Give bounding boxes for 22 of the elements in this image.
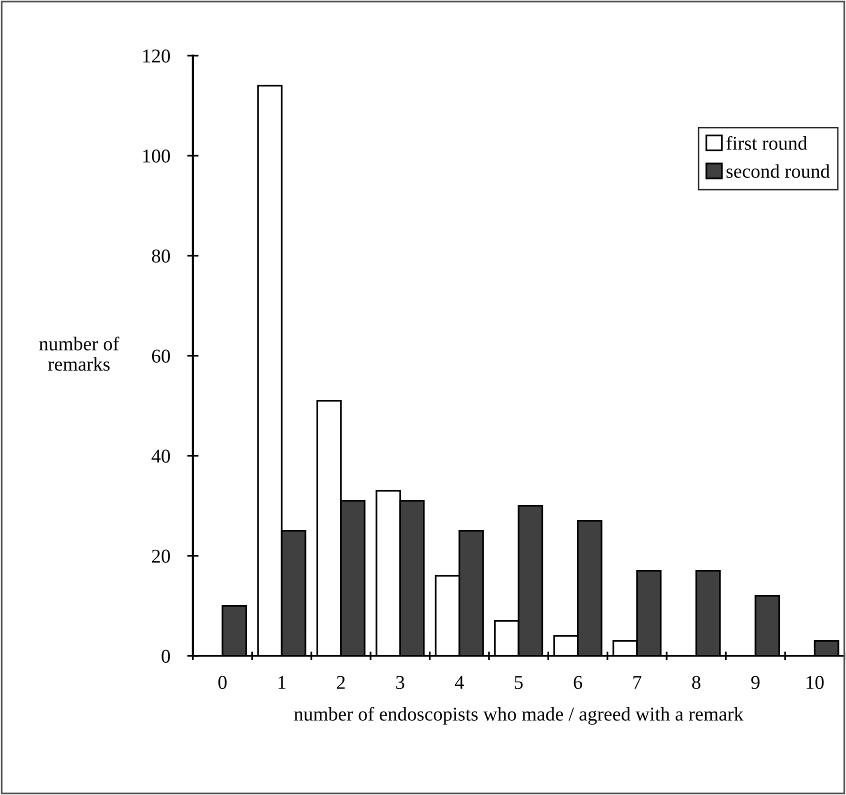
y-tick-label: 60 [152, 350, 170, 363]
x-tick-label: 0 [218, 676, 227, 690]
y-tick-label: 120 [143, 49, 170, 63]
x-tick-label: 7 [633, 676, 642, 689]
y-tick-label: 40 [152, 450, 170, 463]
x-tick-label: 3 [396, 676, 404, 690]
x-axis-title: number of endoscopists who made / agreed with a remark [294, 706, 744, 725]
x-tick-label: 5 [514, 676, 523, 690]
y-tick-label: 20 [152, 550, 170, 563]
x-tick-label: 6 [574, 676, 582, 690]
y-axis-title: number of remarks [39, 336, 120, 371]
x-tick-label: 9 [751, 676, 760, 690]
x-tick-label: 1 [278, 676, 286, 689]
legend-label: second round [726, 164, 830, 178]
x-tick-label: 4 [454, 676, 464, 689]
y-tick-label: 80 [152, 250, 170, 263]
y-tick-label: 0 [162, 650, 170, 663]
legend-label: first round [726, 136, 808, 150]
y-tick-label: 100 [143, 150, 170, 163]
x-tick-label: 8 [692, 676, 700, 690]
x-tick-label: 2 [336, 676, 345, 689]
x-tick-label: 10 [806, 676, 824, 690]
